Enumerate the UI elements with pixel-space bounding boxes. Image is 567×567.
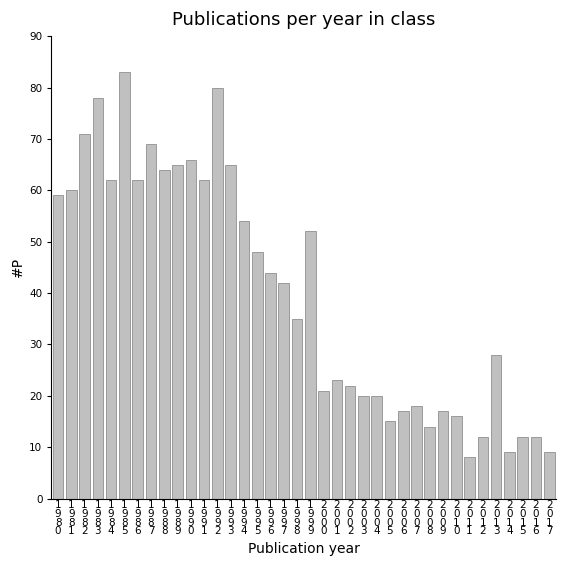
Bar xyxy=(172,164,183,498)
Bar xyxy=(265,273,276,498)
Bar xyxy=(332,380,342,498)
Bar xyxy=(252,252,263,498)
Bar xyxy=(531,437,541,498)
Y-axis label: #P: #P xyxy=(11,257,25,277)
Bar xyxy=(504,452,515,498)
Bar xyxy=(464,458,475,498)
Bar xyxy=(291,319,302,498)
Bar xyxy=(106,180,116,498)
Bar xyxy=(212,87,223,498)
Bar xyxy=(318,391,329,498)
Bar xyxy=(185,159,196,498)
Bar xyxy=(225,164,236,498)
Bar xyxy=(371,396,382,498)
Bar xyxy=(384,421,395,498)
Bar xyxy=(477,437,488,498)
Bar xyxy=(53,196,64,498)
Bar xyxy=(199,180,209,498)
Bar xyxy=(345,386,356,498)
Bar xyxy=(438,411,448,498)
Bar xyxy=(358,396,369,498)
Bar xyxy=(79,134,90,498)
Bar xyxy=(451,416,462,498)
Bar xyxy=(305,231,316,498)
Bar xyxy=(66,191,77,498)
Bar xyxy=(398,411,409,498)
Bar xyxy=(425,426,435,498)
Bar xyxy=(491,355,501,498)
Bar xyxy=(411,406,422,498)
Bar xyxy=(159,170,170,498)
Title: Publications per year in class: Publications per year in class xyxy=(172,11,435,29)
Bar xyxy=(119,72,130,498)
Bar xyxy=(146,144,156,498)
X-axis label: Publication year: Publication year xyxy=(248,542,359,556)
Bar xyxy=(544,452,555,498)
Bar xyxy=(518,437,528,498)
Bar xyxy=(239,221,249,498)
Bar xyxy=(92,98,103,498)
Bar xyxy=(278,283,289,498)
Bar xyxy=(133,180,143,498)
